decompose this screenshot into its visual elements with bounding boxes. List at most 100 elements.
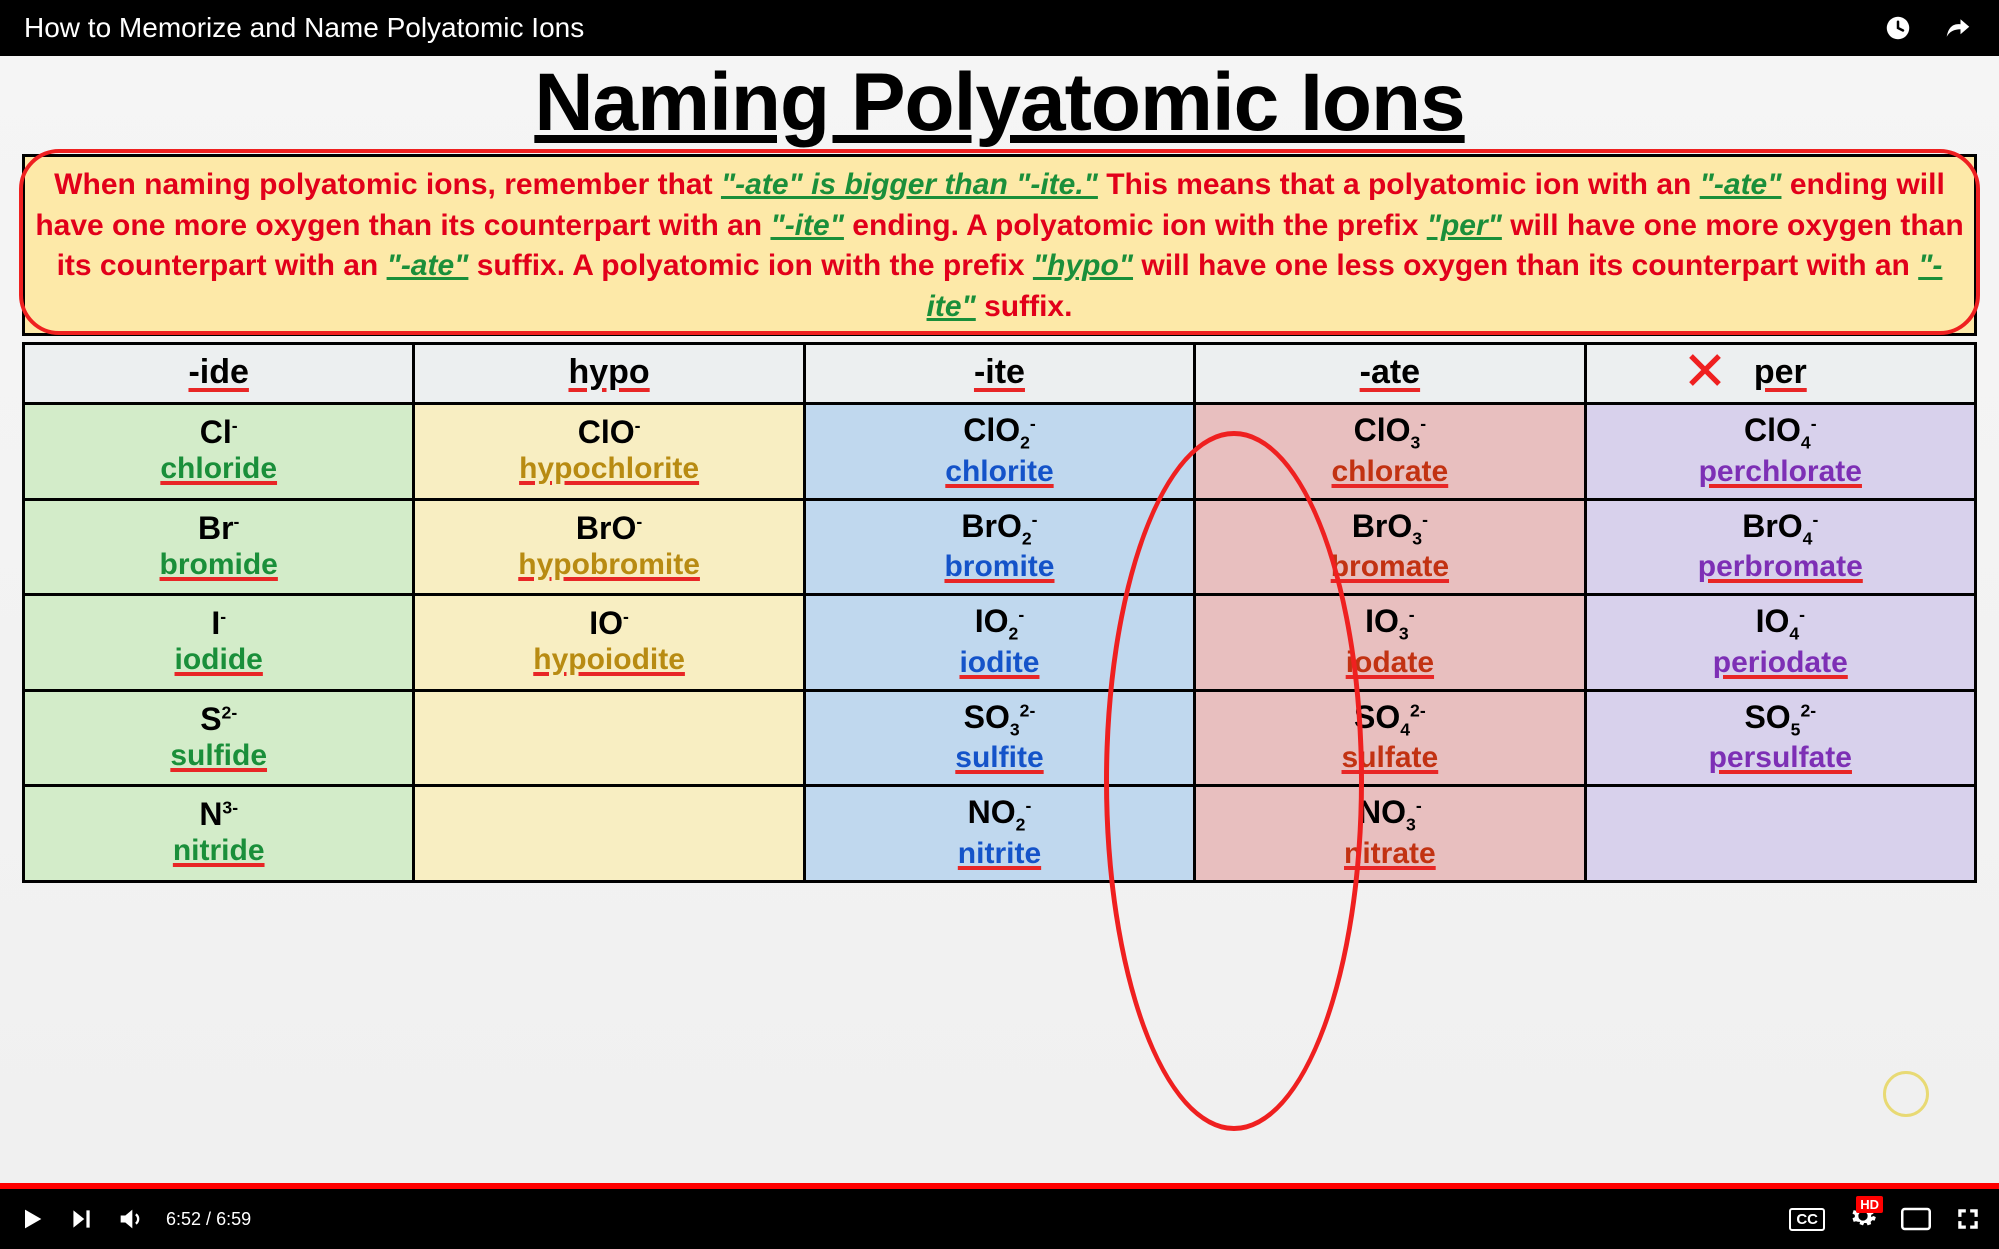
ion-name: sulfate	[1196, 740, 1583, 776]
volume-icon[interactable]	[116, 1205, 144, 1233]
ion-table: -ide hypo -ite -ate per Cl-chlorideClO-h…	[22, 342, 1977, 883]
rule-text: When naming polyatomic ions, remember th…	[54, 168, 721, 201]
rule-box: When naming polyatomic ions, remember th…	[22, 154, 1977, 336]
cursor-highlight	[1883, 1071, 1929, 1117]
formula: BrO4-	[1587, 507, 1974, 550]
formula: BrO-	[415, 509, 802, 547]
cell-ide: Cl-chloride	[24, 404, 414, 500]
ion-name: iodide	[25, 642, 412, 678]
settings-button[interactable]: HD	[1849, 1202, 1877, 1236]
header-hypo: hypo	[414, 344, 804, 404]
ion-name: iodite	[806, 645, 1193, 681]
formula: IO-	[415, 604, 802, 642]
cell-per: SO52-persulfate	[1585, 690, 1975, 786]
ion-name: bromide	[25, 547, 412, 583]
ion-name: chlorite	[806, 454, 1193, 490]
ion-name: sulfide	[25, 738, 412, 774]
cc-button[interactable]: CC	[1789, 1208, 1825, 1231]
player-controls: 6:52 / 6:59 CC HD	[0, 1189, 1999, 1249]
table-row: Br-bromideBrO-hypobromiteBrO2-bromiteBrO…	[24, 499, 1976, 595]
share-icon[interactable]	[1941, 13, 1975, 43]
formula: IO3-	[1196, 602, 1583, 645]
ion-name: iodate	[1196, 645, 1583, 681]
formula: I-	[25, 604, 412, 642]
formula: Cl-	[25, 413, 412, 451]
table-row: S2-sulfide SO32-sulfiteSO42-sulfateSO52-p…	[24, 690, 1976, 786]
formula: SO42-	[1196, 698, 1583, 741]
cell-ite: BrO2-bromite	[804, 499, 1194, 595]
ion-name: chloride	[25, 451, 412, 487]
time-display: 6:52 / 6:59	[166, 1209, 251, 1230]
cell-ate: IO3-iodate	[1195, 595, 1585, 691]
ion-name: perbromate	[1587, 549, 1974, 585]
ion-name: periodate	[1587, 645, 1974, 681]
formula: BrO3-	[1196, 507, 1583, 550]
cell-ate: NO3-nitrate	[1195, 786, 1585, 882]
fullscreen-icon[interactable]	[1955, 1206, 1981, 1232]
formula: IO4-	[1587, 602, 1974, 645]
formula: IO2-	[806, 602, 1193, 645]
cell-ide: Br-bromide	[24, 499, 414, 595]
ion-name: sulfite	[806, 740, 1193, 776]
play-icon[interactable]	[18, 1205, 46, 1233]
next-icon[interactable]	[68, 1206, 94, 1232]
formula: NO3-	[1196, 793, 1583, 836]
cell-hypo: IO-hypoiodite	[414, 595, 804, 691]
video-content: Naming Polyatomic Ions When naming polya…	[0, 56, 1999, 1189]
ion-name: bromate	[1196, 549, 1583, 585]
video-title: How to Memorize and Name Polyatomic Ions	[24, 12, 584, 44]
cross-out-icon	[1684, 349, 1726, 391]
formula: S2-	[25, 700, 412, 738]
cell-ite: ClO2-chlorite	[804, 404, 1194, 500]
cell-hypo	[414, 690, 804, 786]
formula: ClO-	[415, 413, 802, 451]
ion-name: nitrate	[1196, 836, 1583, 872]
cell-per: BrO4-perbromate	[1585, 499, 1975, 595]
cell-per	[1585, 786, 1975, 882]
cell-ide: I-iodide	[24, 595, 414, 691]
theater-icon[interactable]	[1901, 1207, 1931, 1231]
cell-hypo: BrO-hypobromite	[414, 499, 804, 595]
cell-ite: SO32-sulfite	[804, 690, 1194, 786]
formula: ClO4-	[1587, 411, 1974, 454]
ion-name: hypochlorite	[415, 451, 802, 487]
ion-name: nitrite	[806, 836, 1193, 872]
table-row: Cl-chlorideClO-hypochloriteClO2-chlorite…	[24, 404, 1976, 500]
cell-ite: NO2-nitrite	[804, 786, 1194, 882]
cell-ide: S2-sulfide	[24, 690, 414, 786]
table-row: I-iodideIO-hypoioditeIO2-ioditeIO3-iodat…	[24, 595, 1976, 691]
rule-quote: "-ate" is bigger than "-ite."	[721, 168, 1098, 201]
ion-name: hypobromite	[415, 547, 802, 583]
formula: N3-	[25, 795, 412, 833]
main-title: Naming Polyatomic Ions	[0, 56, 1999, 150]
formula: BrO2-	[806, 507, 1193, 550]
formula: ClO3-	[1196, 411, 1583, 454]
formula: ClO2-	[806, 411, 1193, 454]
table-header-row: -ide hypo -ite -ate per	[24, 344, 1976, 404]
formula: NO2-	[806, 793, 1193, 836]
hd-badge: HD	[1856, 1196, 1883, 1213]
cell-ate: BrO3-bromate	[1195, 499, 1585, 595]
ion-name: chlorate	[1196, 454, 1583, 490]
formula: Br-	[25, 509, 412, 547]
cell-per: ClO4-perchlorate	[1585, 404, 1975, 500]
ion-name: hypoiodite	[415, 642, 802, 678]
ion-name: nitride	[25, 833, 412, 869]
header-ate: -ate	[1195, 344, 1585, 404]
cell-ide: N3-nitride	[24, 786, 414, 882]
header-ide: -ide	[24, 344, 414, 404]
header-ite: -ite	[804, 344, 1194, 404]
cell-ate: ClO3-chlorate	[1195, 404, 1585, 500]
video-title-bar: How to Memorize and Name Polyatomic Ions	[0, 0, 1999, 56]
watch-later-icon[interactable]	[1883, 13, 1913, 43]
cell-ate: SO42-sulfate	[1195, 690, 1585, 786]
cell-per: IO4-periodate	[1585, 595, 1975, 691]
cell-hypo: ClO-hypochlorite	[414, 404, 804, 500]
formula: SO32-	[806, 698, 1193, 741]
table-row: N3-nitride NO2-nitriteNO3-nitrate	[24, 786, 1976, 882]
formula: SO52-	[1587, 698, 1974, 741]
header-per: per	[1585, 344, 1975, 404]
cell-hypo	[414, 786, 804, 882]
ion-name: bromite	[806, 549, 1193, 585]
cell-ite: IO2-iodite	[804, 595, 1194, 691]
